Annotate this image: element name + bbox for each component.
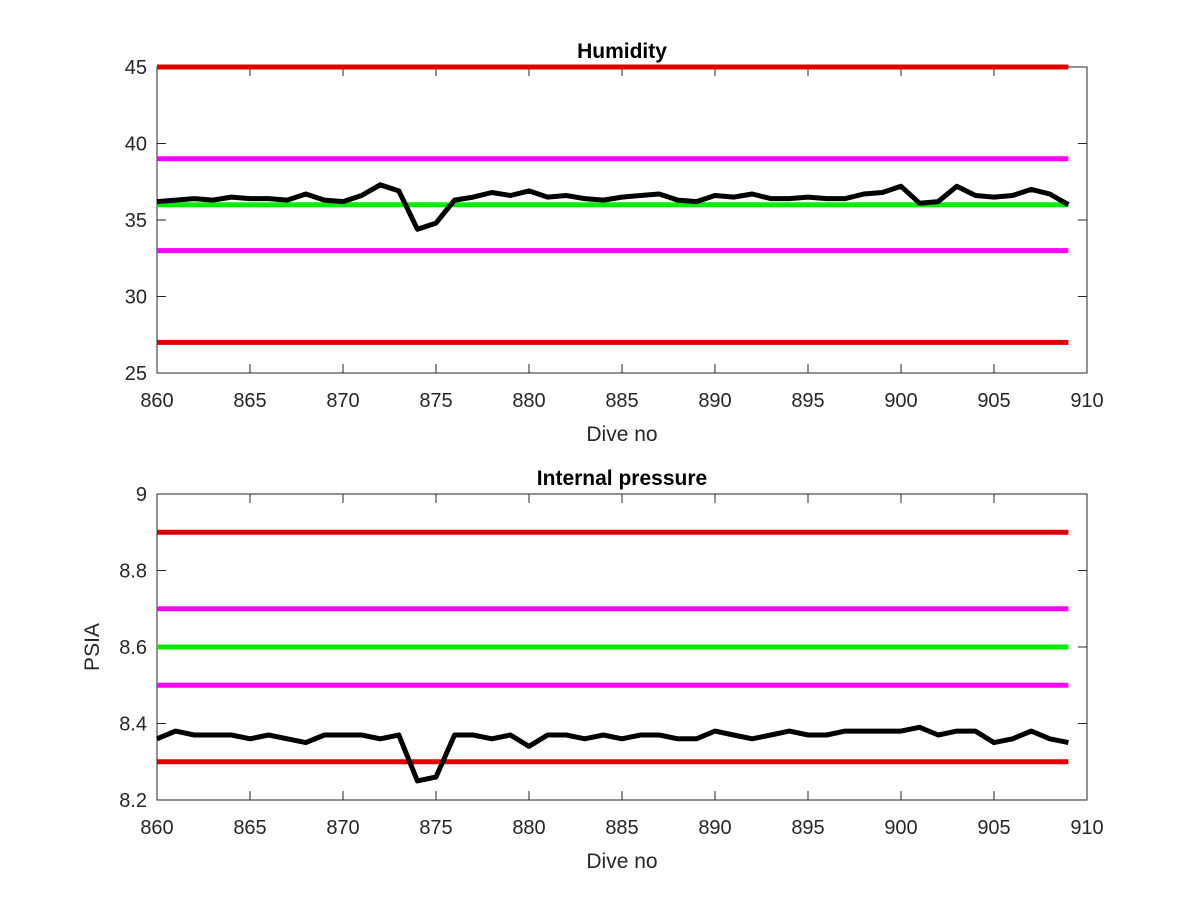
humidity-axes-box [156, 66, 1088, 374]
humidity-chart: 860 865 870 875 880 885 890 895 900 905 910 25 30 35 4… [125, 40, 1104, 446]
y-tick-label: 40 [125, 134, 147, 156]
y-tick-label: 8.8 [119, 561, 147, 583]
x-tick-label: 910 [1070, 817, 1103, 839]
y-tick-label: 8.4 [119, 714, 147, 736]
x-axis-label: Dive no [586, 850, 657, 873]
x-tick-label: 880 [512, 390, 545, 412]
x-tick-label: 890 [698, 390, 731, 412]
y-tick-label: 35 [125, 210, 147, 232]
x-tick-label: 865 [233, 390, 266, 412]
x-tick-label: 875 [419, 817, 452, 839]
y-tick-label: 45 [125, 57, 147, 79]
y-tick-label: 8.6 [119, 637, 147, 659]
x-tick-label: 870 [326, 390, 359, 412]
x-tick-label: 860 [140, 390, 173, 412]
x-tick-label: 905 [977, 817, 1010, 839]
y-tick-label: 25 [125, 363, 147, 385]
x-tick-label: 905 [977, 390, 1010, 412]
x-tick-label: 885 [605, 390, 638, 412]
y-tick-label: 9 [136, 484, 147, 506]
x-axis-label: Dive no [586, 423, 657, 446]
y-tick-label: 8.2 [119, 790, 147, 812]
y-tick-label: 30 [125, 287, 147, 309]
internal-pressure-series-line [156, 724, 1069, 784]
x-tick-label: 865 [233, 817, 266, 839]
x-tick-label: 860 [140, 817, 173, 839]
x-tick-label: 890 [698, 817, 731, 839]
internal-pressure-chart: 860 865 870 875 880 885 890 895 900 905 910 8.2 8.4 8… [81, 467, 1104, 873]
internal-pressure-chart-title: Internal pressure [537, 467, 707, 490]
humidity-chart-title: Humidity [577, 40, 667, 63]
x-tick-label: 900 [884, 817, 917, 839]
x-tick-label: 895 [791, 817, 824, 839]
x-tick-label: 900 [884, 390, 917, 412]
x-tick-label: 870 [326, 817, 359, 839]
y-axis-label: PSIA [81, 623, 104, 671]
humidity-series-line [156, 182, 1070, 232]
x-tick-label: 910 [1070, 390, 1103, 412]
x-tick-label: 875 [419, 390, 452, 412]
x-tick-label: 880 [512, 817, 545, 839]
x-tick-label: 895 [791, 390, 824, 412]
x-tick-label: 885 [605, 817, 638, 839]
